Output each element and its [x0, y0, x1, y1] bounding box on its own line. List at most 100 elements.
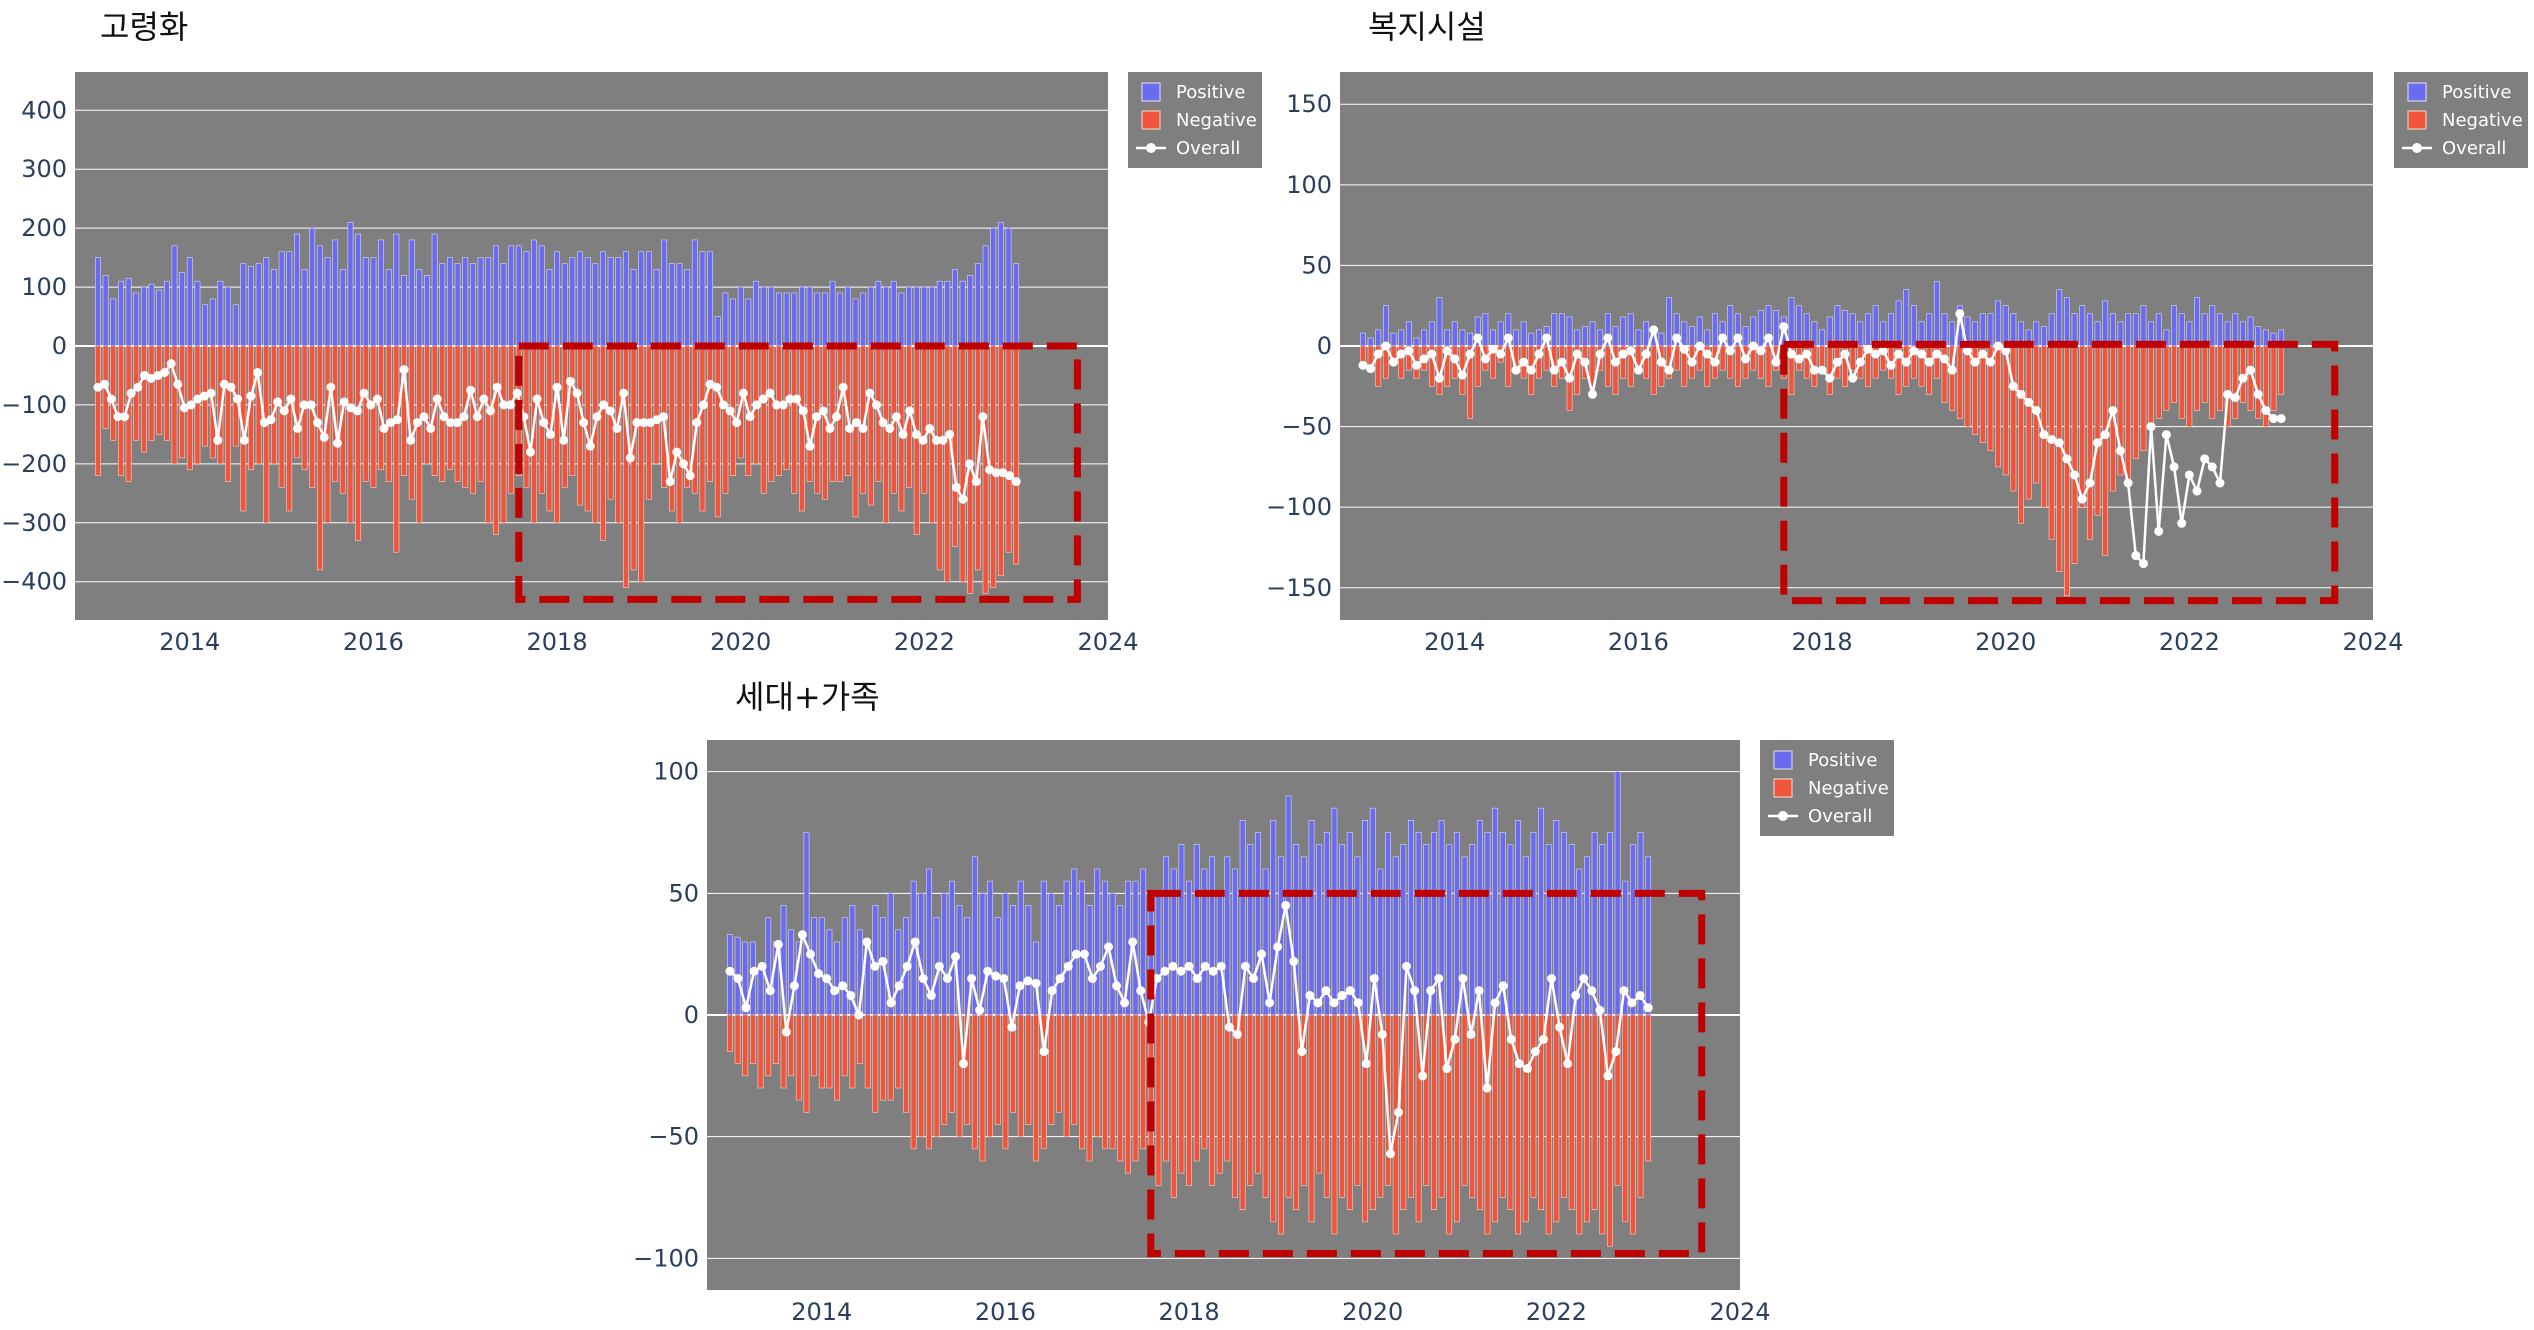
bar-negative [347, 345, 354, 524]
bar-positive [1013, 263, 1020, 347]
overall-point [1366, 364, 1376, 374]
overall-point [379, 423, 389, 433]
overall-points [93, 359, 1021, 504]
bar-positive [668, 263, 675, 347]
bar-positive [1398, 329, 1405, 347]
legend-item[interactable]: Negative [1141, 110, 1257, 131]
legend-swatch [2407, 110, 2427, 130]
bar-negative [1415, 1014, 1422, 1223]
overall-point [1192, 973, 1202, 983]
legend-label: Positive [2442, 82, 2511, 103]
bar-positive [1568, 844, 1575, 1016]
bar-positive [431, 233, 438, 347]
overall-point [2223, 389, 2233, 399]
overall-point [1817, 365, 1827, 375]
bar-positive [2140, 305, 2147, 347]
y-tick-label: 0 [52, 332, 67, 360]
x-tick-label: 2018 [1159, 1298, 1220, 1326]
overall-point [306, 400, 316, 410]
bar-positive [1193, 844, 1200, 1016]
bar-negative [1239, 1014, 1246, 1210]
overall-point [1007, 1022, 1017, 1032]
bar-positive [975, 263, 981, 347]
overall-point [266, 415, 276, 425]
bar-positive [577, 251, 583, 347]
bar-negative [841, 1014, 848, 1077]
bar-negative [401, 345, 407, 476]
bar-negative [1270, 1014, 1277, 1223]
x-tick-label: 2024 [1077, 628, 1138, 656]
chart-sedae-gajok: 세대+가족 100 50 0 −50 −100 2014 2016 2018 2020 2022 20… [633, 678, 1894, 1326]
bar-negative [1170, 1014, 1177, 1198]
overall-point [1358, 360, 1368, 370]
legend-item[interactable]: Positive [1141, 82, 1245, 103]
bar-negative [933, 1014, 940, 1137]
bar-negative [1956, 345, 1963, 419]
bar-positive [2033, 321, 2040, 347]
bar-negative [424, 345, 430, 465]
bar-positive [1561, 832, 1567, 1016]
overall-point [1679, 344, 1689, 354]
bar-positive [439, 263, 446, 347]
overall-point [1794, 354, 1804, 364]
bar-positive [133, 292, 140, 347]
legend-item[interactable]: Overall [1136, 138, 1240, 159]
legend-item[interactable]: Negative [2407, 110, 2523, 131]
bar-positive [1094, 868, 1101, 1016]
bar-negative [959, 345, 966, 582]
bar-positive [1742, 326, 1749, 347]
overall-point [1396, 349, 1406, 359]
overall-point [685, 471, 695, 481]
y-tick-label: −50 [1281, 413, 1332, 441]
highlight-box [515, 342, 1081, 603]
bar-positive [148, 283, 155, 347]
overall-point [2024, 397, 2034, 407]
overall-point [1498, 981, 1508, 991]
overall-point [459, 412, 469, 422]
bar-positive [515, 245, 522, 347]
overall-point [862, 937, 872, 947]
overall-point [2200, 454, 2210, 464]
overall-point [812, 412, 822, 422]
bar-positive [1086, 905, 1093, 1016]
bar-negative [857, 1014, 863, 1064]
bar-positive [1629, 844, 1636, 1016]
bar-negative [2155, 345, 2162, 419]
overall-point [1381, 341, 1391, 351]
bar-positive [1788, 297, 1795, 347]
legend-item[interactable]: Positive [2407, 82, 2511, 103]
overall-point [778, 400, 788, 410]
overall-point [1848, 373, 1858, 383]
overall-point [1595, 1005, 1605, 1015]
bar-positive [362, 257, 369, 347]
bar-negative [826, 1014, 833, 1089]
bar-negative [852, 345, 859, 518]
overall-point [1993, 341, 2003, 351]
bar-positive [1484, 832, 1491, 1016]
y-tick-label: −400 [1, 568, 67, 596]
legend-item[interactable]: Negative [1773, 778, 1889, 799]
legend-label: Negative [1808, 778, 1889, 799]
overall-point [2108, 405, 2118, 415]
bar-negative [1308, 1014, 1315, 1223]
overall-point [1426, 986, 1436, 996]
legend-item[interactable]: Positive [1773, 750, 1877, 771]
bar-negative [1545, 1014, 1552, 1235]
bar-positive [1421, 329, 1428, 347]
bar-positive [1513, 329, 1519, 347]
overall-point [865, 388, 875, 398]
bar-negative [2262, 345, 2269, 427]
overall-points [725, 900, 1653, 1159]
bar-positive [913, 286, 920, 347]
legend-item[interactable]: Overall [1768, 806, 1872, 827]
bar-negative [1193, 1014, 1200, 1162]
overall-point [1733, 333, 1743, 343]
bar-negative [918, 1014, 925, 1137]
bar-positive [194, 280, 201, 347]
legend-item[interactable]: Overall [2402, 138, 2506, 159]
bar-negative [1515, 1014, 1521, 1235]
bar-negative [1543, 345, 1550, 371]
y-tick-label: 300 [21, 155, 67, 183]
bar-positive [2079, 305, 2086, 347]
bar-negative [1505, 345, 1512, 387]
